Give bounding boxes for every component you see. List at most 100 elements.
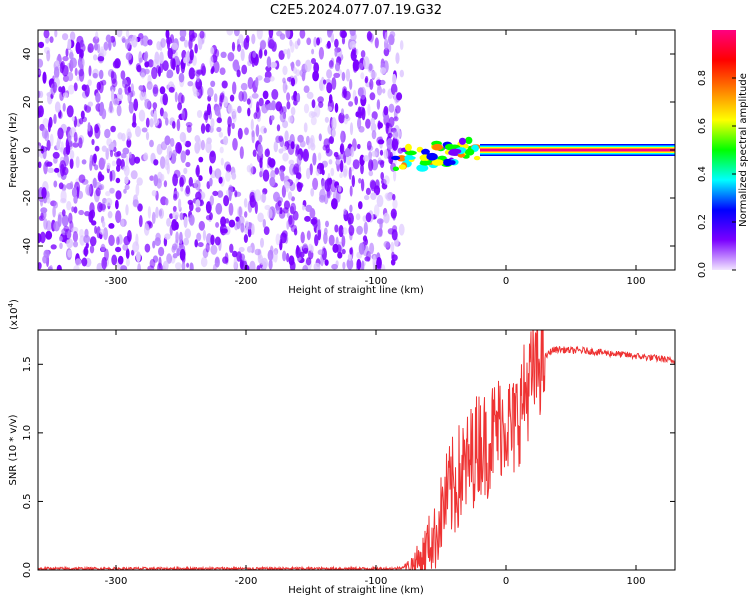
spectrogram-noise-mark xyxy=(102,220,106,228)
spectrogram-noise-mark xyxy=(276,30,283,37)
spectrogram-noise-mark xyxy=(399,69,404,78)
spectrogram-noise-mark xyxy=(288,115,294,123)
spectrogram-noise-mark xyxy=(360,50,366,58)
spectrogram-signal-mark xyxy=(419,160,431,166)
spectrogram-noise-mark xyxy=(315,168,320,176)
spectrogram-noise-mark xyxy=(318,133,322,142)
spectrogram-noise-mark xyxy=(172,205,177,213)
spectrogram-noise-mark xyxy=(255,107,261,119)
spectrogram-noise-mark xyxy=(93,54,98,61)
spectrogram-noise-mark xyxy=(278,135,284,142)
spectrogram-noise-mark xyxy=(143,223,150,236)
spectrogram-noise-mark xyxy=(223,96,229,108)
spectrogram-noise-mark xyxy=(349,204,353,213)
spectrogram-noise-mark xyxy=(117,255,124,265)
spectrogram-noise-mark xyxy=(300,231,305,244)
spectrogram-noise-mark xyxy=(56,264,62,270)
spectrogram-noise-mark xyxy=(62,209,66,217)
spectrogram-noise-mark xyxy=(178,72,185,83)
spectrogram-noise-mark xyxy=(209,55,214,68)
spectrogram-noise-mark xyxy=(179,212,184,221)
spectrogram-noise-mark xyxy=(205,242,210,253)
spectrogram-noise-mark xyxy=(152,102,158,110)
spectrogram-noise-mark xyxy=(233,256,238,270)
spectrogram-noise-mark xyxy=(339,144,343,154)
spectrogram-noise-mark xyxy=(363,56,370,70)
spectrogram-noise-mark xyxy=(266,56,272,68)
spectrogram-noise-mark xyxy=(214,48,220,58)
spectrogram-noise-mark xyxy=(234,30,240,37)
spectrogram-noise-mark xyxy=(357,143,361,150)
spectrogram-noise-mark xyxy=(169,213,174,220)
spectrogram-noise-mark xyxy=(183,237,190,246)
spectrogram-noise-mark xyxy=(143,91,147,102)
spectrogram-noise-mark xyxy=(291,196,295,202)
spectrogram-noise-mark xyxy=(156,41,161,51)
spectrogram-noise-mark xyxy=(334,224,339,233)
spectrogram-noise-mark xyxy=(61,214,69,227)
spectrogram-noise-mark xyxy=(40,198,44,207)
spectrogram-noise-mark xyxy=(69,158,74,170)
spectrogram-noise-mark xyxy=(49,265,53,270)
spectrogram-noise-mark xyxy=(240,48,245,62)
spectrogram-noise-mark xyxy=(38,90,41,98)
colorbar: 0.0 0.2 0.4 0.6 0.8 Normalized spectral ampl… xyxy=(697,30,749,278)
spectrogram-noise-mark xyxy=(172,121,176,129)
spectrogram-noise-mark xyxy=(80,110,85,120)
spectrogram-noise-mark xyxy=(176,248,180,257)
spectrogram-noise-mark xyxy=(143,152,149,161)
spectrogram-noise-mark xyxy=(302,148,309,162)
spectrogram-noise-mark xyxy=(183,167,188,175)
spectrogram-noise-mark xyxy=(346,258,354,270)
spectrogram-noise-mark xyxy=(238,91,244,102)
spectrogram-noise-mark xyxy=(186,262,190,268)
spectrogram-noise-mark xyxy=(349,247,353,255)
spectrogram-noise-mark xyxy=(85,184,92,196)
spectrogram-noise-mark xyxy=(188,38,193,50)
spectrogram-noise-mark xyxy=(297,38,301,46)
spectrogram-noise-mark xyxy=(95,31,99,40)
spectrogram-noise-mark xyxy=(89,236,97,247)
spectrogram-noise-mark xyxy=(289,39,293,47)
spectrogram-signal-mark xyxy=(443,158,453,167)
spectrogram-noise-mark xyxy=(342,227,348,235)
spectrogram-noise-mark xyxy=(80,49,84,59)
spectrogram-noise-mark xyxy=(194,239,198,248)
y-tick-label: 20 xyxy=(22,96,33,109)
spectrogram-noise-mark xyxy=(94,225,98,234)
spectrogram-noise-mark xyxy=(383,105,389,116)
spectrogram-noise-mark xyxy=(302,265,309,270)
spectrogram-noise-mark xyxy=(241,64,248,75)
spectrogram-noise-mark xyxy=(140,72,145,79)
spectrogram-noise-mark xyxy=(285,30,291,39)
spectrogram-noise-mark xyxy=(158,209,163,217)
spectrogram-noise-mark xyxy=(267,208,273,219)
spectrogram-noise-mark xyxy=(329,60,334,68)
spectrogram-noise-mark xyxy=(149,118,154,128)
spectrogram-noise-mark xyxy=(179,30,187,39)
spectrogram-noise-mark xyxy=(195,166,200,176)
spectrogram-noise-mark xyxy=(358,62,364,71)
spectrogram-noise-mark xyxy=(220,94,225,101)
spectrogram-noise-mark xyxy=(200,256,208,268)
spectrogram-noise-mark xyxy=(338,112,345,124)
spectrogram-noise-mark xyxy=(282,250,287,262)
spectrogram-noise-mark xyxy=(120,265,128,270)
spectrogram-noise-mark xyxy=(191,32,198,39)
spectrogram-signal-mark xyxy=(458,137,467,145)
spectrogram-noise-mark xyxy=(345,113,349,120)
spectrogram-noise-mark xyxy=(316,37,321,46)
spectrogram-noise-mark xyxy=(245,35,250,43)
spectrogram-noise-mark xyxy=(313,262,321,270)
spectrogram-noise-mark xyxy=(94,164,99,171)
spectrogram-noise-mark xyxy=(138,215,143,228)
spectrogram-noise-mark xyxy=(252,50,257,59)
spectrogram-noise-mark xyxy=(166,69,174,79)
spectrogram-noise-mark xyxy=(209,195,214,206)
spectrogram-noise-mark xyxy=(282,80,288,94)
x-tick-label: -200 xyxy=(235,576,258,587)
x-tick-label: 0 xyxy=(503,576,509,587)
spectrogram-noise-mark xyxy=(223,135,229,146)
spectrogram-noise-mark xyxy=(267,156,272,166)
spectrogram-noise-mark xyxy=(328,94,333,104)
